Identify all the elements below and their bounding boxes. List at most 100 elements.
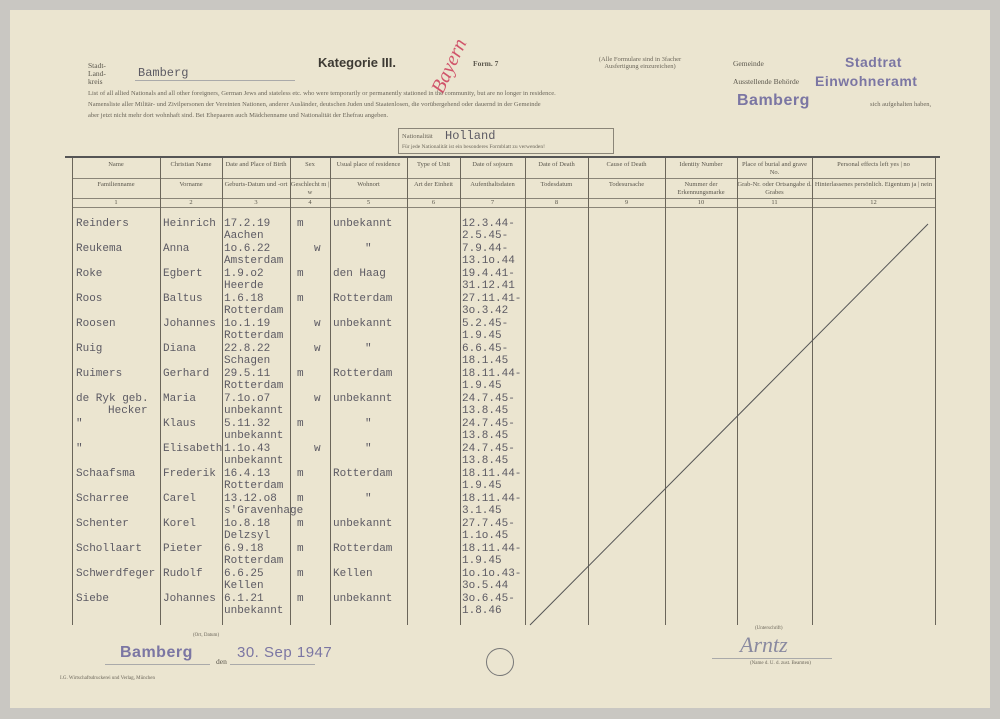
- birth-place: Heerde: [224, 280, 264, 292]
- sex-female: w: [314, 343, 321, 355]
- table-row: de Ryk geb. Hecker Maria 7.1o.o7 unbekan…: [0, 393, 1000, 418]
- sojourn-to: 3o.5.44: [462, 580, 509, 592]
- birth-place: Aachen: [224, 230, 264, 242]
- signature-label-top: (Unterschrift): [755, 626, 783, 631]
- birth-date: 22.8.22: [224, 343, 271, 355]
- column-divider: [737, 158, 738, 625]
- residence: unbekannt: [333, 593, 393, 605]
- column-header-en: Personal effects left yes | no: [837, 161, 910, 168]
- first-name: Carel: [163, 493, 197, 505]
- sex-male: m: [297, 218, 304, 230]
- birth-date: 1o.6.22: [224, 243, 271, 255]
- birth-date: 29.5.11: [224, 368, 271, 380]
- intro-german-2: aber jetzt nicht mehr dort wohnhaft sind…: [88, 112, 389, 119]
- column-number: 2: [189, 199, 193, 206]
- table-row: " Elisabeth 1.1o.43 unbekannt w " 24.7.4…: [0, 443, 1000, 468]
- column-divider: [290, 158, 291, 625]
- surname: Roosen: [76, 318, 116, 330]
- birth-place: Schagen: [224, 355, 271, 367]
- sojourn-from: 6.6.45-: [462, 343, 509, 355]
- round-seal: [486, 648, 514, 676]
- birth-place: s'Gravenhage: [224, 505, 304, 517]
- column-number: 3: [254, 199, 258, 206]
- column-header-de: Todesursache: [608, 181, 645, 188]
- sojourn-to: 1.1o.45: [462, 530, 509, 542]
- sojourn-to: 13.1o.44: [462, 255, 515, 267]
- birth-date: 1o.8.18: [224, 518, 271, 530]
- first-name: Johannes: [163, 318, 216, 330]
- header-rule: [72, 207, 935, 208]
- kreis-value: Bamberg: [138, 66, 189, 80]
- maiden-name: Hecker: [108, 405, 148, 417]
- column-divider: [72, 158, 73, 625]
- sojourn-from: 1o.1o.43-: [462, 568, 522, 580]
- birth-place: unbekannt: [224, 605, 284, 617]
- birth-place: unbekannt: [224, 405, 284, 417]
- intro-german-1: Namensliste aller Militär- und Zivilpers…: [88, 101, 541, 108]
- surname: Scharree: [76, 493, 129, 505]
- sojourn-from: 18.11.44-: [462, 368, 522, 380]
- birth-date: 7.1o.o7: [224, 393, 271, 405]
- table-row: Siebe Johannes 6.1.21 unbekannt m unbeka…: [0, 593, 1000, 618]
- table-row: Roos Baltus 1.6.18 Rotterdam m Rotterdam…: [0, 293, 1000, 318]
- first-name: Gerhard: [163, 368, 210, 380]
- sojourn-to: 13.8.45: [462, 405, 509, 417]
- column-number: 8: [554, 199, 559, 206]
- sex-male: m: [297, 518, 304, 530]
- sojourn-from: 7.9.44-: [462, 243, 509, 255]
- column-number: 10: [697, 199, 705, 206]
- surname: Roke: [76, 268, 103, 280]
- surname: Reinders: [76, 218, 129, 230]
- sojourn-to: 1.9.45: [462, 330, 502, 342]
- copy-note: (Alle Formulare sind in 3facher Ausferti…: [598, 56, 682, 70]
- birth-date: 1o.1.19: [224, 318, 271, 330]
- residence: Rotterdam: [333, 468, 393, 480]
- sojourn-from: 3o.6.45-: [462, 593, 515, 605]
- first-name: Baltus: [163, 293, 203, 305]
- residence: Rotterdam: [333, 368, 393, 380]
- behoerde-stamp: Einwohneramt: [815, 73, 918, 89]
- birth-date: 6.6.25: [224, 568, 264, 580]
- column-header-en: Identity Number: [679, 161, 723, 168]
- table-row: " Klaus 5.11.32 unbekannt m " 24.7.45- 1…: [0, 418, 1000, 443]
- residence: unbekannt: [333, 318, 393, 330]
- sojourn-to: 31.12.41: [462, 280, 515, 292]
- column-divider: [460, 158, 461, 625]
- sex-female: w: [314, 393, 321, 405]
- surname: Siebe: [76, 593, 110, 605]
- gemeinde-label: Gemeinde: [733, 59, 764, 68]
- table-row: Schenter Korel 1o.8.18 Delzsyl m unbekan…: [0, 518, 1000, 543]
- surname: Schollaart: [76, 543, 143, 555]
- table-row: Ruig Diana 22.8.22 Schagen w " 6.6.45- 1…: [0, 343, 1000, 368]
- sojourn-to: 1.8.46: [462, 605, 502, 617]
- birth-place: Rotterdam: [224, 305, 284, 317]
- column-header-de: Familienname: [97, 181, 135, 188]
- stadt-kreis-label: Stadt- Land- kreis: [88, 61, 106, 86]
- table-row: Reukema Anna 1o.6.22 Amsterdam w " 7.9.4…: [0, 243, 1000, 268]
- sojourn-from: 27.11.41-: [462, 293, 522, 305]
- sojourn-to: 18.1.45: [462, 355, 509, 367]
- birth-date: 5.11.32: [224, 418, 271, 430]
- residence: ": [365, 443, 372, 455]
- first-name: Rudolf: [163, 568, 203, 580]
- sojourn-from: 18.11.44-: [462, 468, 522, 480]
- sojourn-from: 24.7.45-: [462, 443, 515, 455]
- column-header-de: Nummer der Erkennungsmarke: [677, 181, 725, 196]
- table-top-rule: [65, 156, 940, 158]
- column-number: 6: [431, 199, 436, 206]
- column-header-de: Aufenthaltsdaten: [470, 181, 515, 188]
- sojourn-from: 5.2.45-: [462, 318, 509, 330]
- table-row: Schollaart Pieter 6.9.18 Rotterdam m Rot…: [0, 543, 1000, 568]
- surname: Roos: [76, 293, 103, 305]
- table-row: Ruimers Gerhard 29.5.11 Rotterdam m Rott…: [0, 368, 1000, 393]
- sojourn-from: 12.3.44-: [462, 218, 515, 230]
- first-name: Frederik: [163, 468, 216, 480]
- column-header-en: Cause of Death: [606, 161, 647, 168]
- column-header-en: Type of Unit: [416, 161, 451, 168]
- first-name: Elisabeth: [163, 443, 223, 455]
- sex-male: m: [297, 468, 304, 480]
- sojourn-to: 13.8.45: [462, 455, 509, 467]
- place-label: (Ort, Datum): [193, 633, 220, 638]
- sojourn-to: 1.9.45: [462, 555, 502, 567]
